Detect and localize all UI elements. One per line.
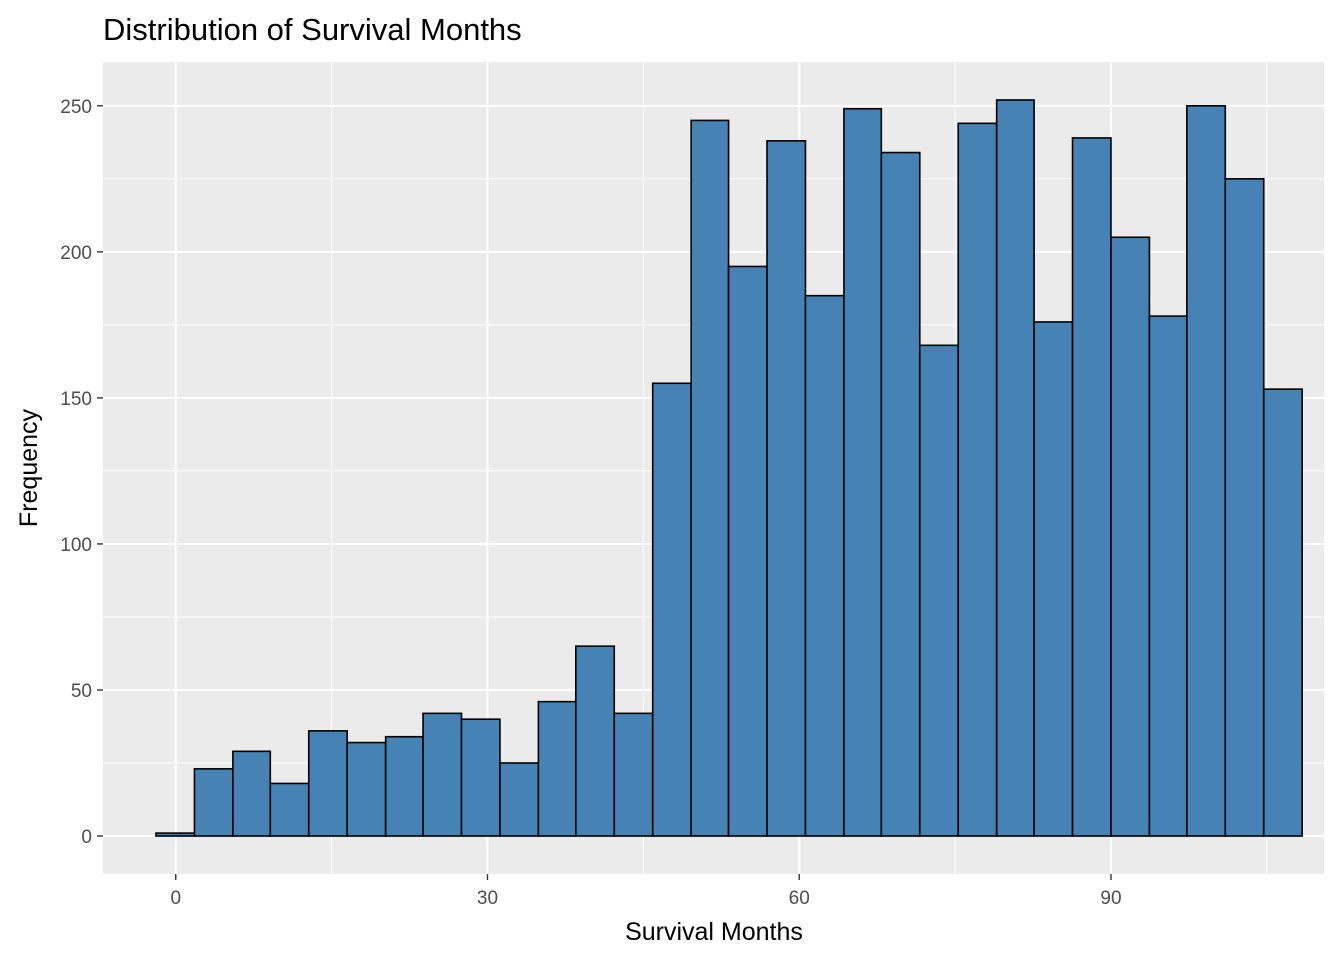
histogram-bar xyxy=(651,382,692,837)
histogram-bar xyxy=(460,718,501,837)
histogram-bar xyxy=(1186,105,1227,837)
histogram-bar xyxy=(766,140,807,837)
histogram-bar xyxy=(690,119,730,837)
histogram-bar xyxy=(537,700,577,837)
histogram-bar xyxy=(575,645,616,837)
y-tick-label: 250 xyxy=(60,97,92,118)
histogram-bar xyxy=(422,712,463,837)
histogram-bar xyxy=(232,750,272,837)
histogram-bar xyxy=(1224,178,1265,837)
x-axis-title: Survival Months xyxy=(625,918,803,946)
y-tick-label: 50 xyxy=(71,681,92,702)
histogram-bar xyxy=(499,762,540,837)
histogram-bar xyxy=(1148,315,1188,837)
histogram-bar xyxy=(804,294,845,837)
histogram-bar xyxy=(1110,236,1151,837)
histogram-bar xyxy=(957,122,998,837)
histogram-bar xyxy=(1033,321,1074,837)
y-tick-label: 150 xyxy=(60,389,92,410)
histogram-bar xyxy=(193,768,234,837)
histogram-bar xyxy=(995,99,1035,837)
chart-title: Distribution of Survival Months xyxy=(103,12,522,47)
histogram-bar xyxy=(346,741,387,837)
x-axis: 0 30 60 90 xyxy=(170,874,1122,909)
x-tick-label: 60 xyxy=(789,888,810,909)
y-tick-label: 200 xyxy=(60,243,92,264)
x-tick-label: 30 xyxy=(477,888,498,909)
y-axis: 0 50 100 150 200 250 xyxy=(60,97,103,848)
x-tick-label: 90 xyxy=(1100,888,1121,909)
histogram-bars xyxy=(155,99,1303,837)
histogram-bar xyxy=(155,832,196,837)
histogram-bar xyxy=(269,782,310,837)
histogram-bar xyxy=(843,107,883,837)
y-tick-label: 100 xyxy=(60,535,92,556)
x-tick-label: 0 xyxy=(170,888,181,909)
histogram-bar xyxy=(307,730,349,837)
histogram-bar xyxy=(384,735,424,837)
histogram-bar xyxy=(727,265,768,837)
y-tick-label: 0 xyxy=(81,827,92,848)
histogram-bar xyxy=(1262,388,1303,837)
histogram-bar xyxy=(613,712,654,837)
histogram-bar xyxy=(1071,137,1112,837)
histogram-bar xyxy=(918,344,960,837)
y-axis-title: Frequency xyxy=(15,408,43,527)
histogram-bar xyxy=(880,151,921,837)
